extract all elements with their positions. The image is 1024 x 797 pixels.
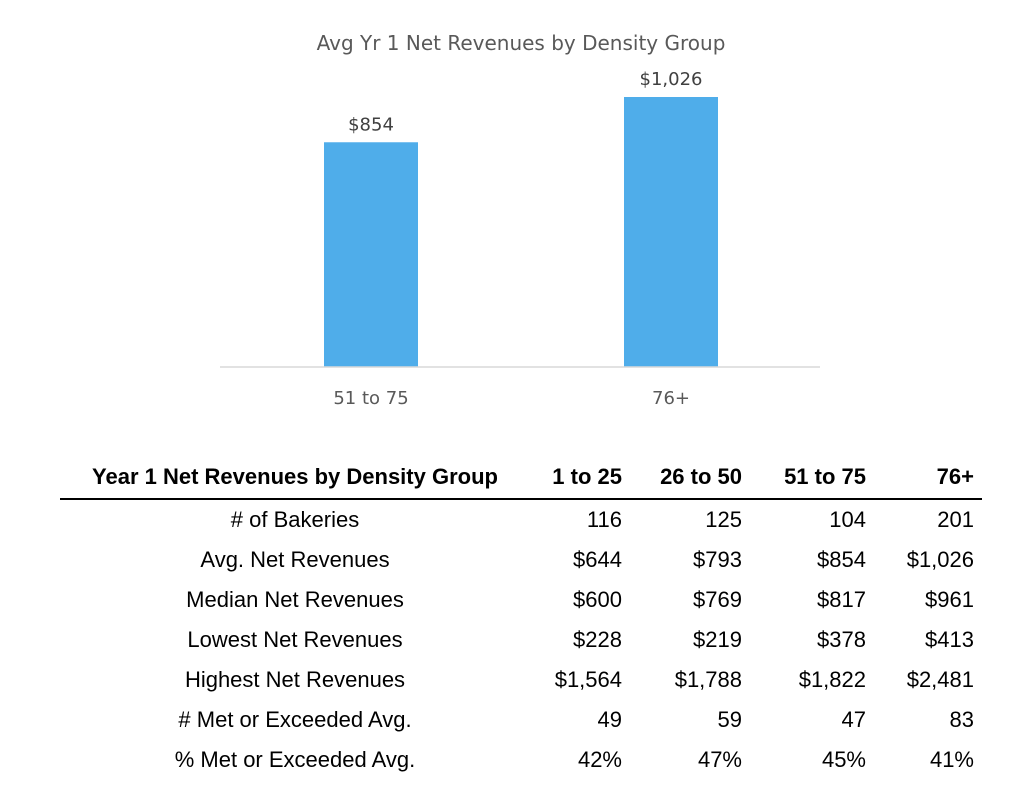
x-tick-label: 51 to 75 xyxy=(333,388,408,409)
table-cell: $961 xyxy=(925,587,974,612)
table-cell: 42% xyxy=(577,747,622,772)
table-cell: $600 xyxy=(573,587,622,612)
table-cell: 116 xyxy=(586,507,622,532)
table-cell: $1,564 xyxy=(554,667,622,692)
table-cell: 83 xyxy=(949,707,974,732)
table-cell: 201 xyxy=(937,507,974,532)
data-label: $854 xyxy=(348,114,394,135)
table-cell: 41% xyxy=(929,747,974,772)
table-cell: $854 xyxy=(817,547,866,572)
x-tick-label: 76+ xyxy=(652,388,690,409)
column-header: 76+ xyxy=(936,464,974,489)
table-cell: $219 xyxy=(693,627,742,652)
table-cell: $1,788 xyxy=(674,667,742,692)
column-header: 26 to 50 xyxy=(660,464,742,489)
table-title: Year 1 Net Revenues by Density Group xyxy=(92,464,498,489)
table-cell: $413 xyxy=(925,627,974,652)
table-cell: 49 xyxy=(597,707,622,732)
table-cell: 47 xyxy=(841,707,866,732)
column-header: 1 to 25 xyxy=(552,464,622,489)
row-label: # of Bakeries xyxy=(230,507,360,532)
row-label: Lowest Net Revenues xyxy=(187,627,403,652)
row-label: % Met or Exceeded Avg. xyxy=(174,747,416,772)
table-row: Avg. Net Revenues $644 $793 $854 $1,026 xyxy=(60,540,982,580)
table-cell: $1,026 xyxy=(906,547,974,572)
table-cell: $644 xyxy=(573,547,622,572)
table-row: # of Bakeries 116 125 104 201 xyxy=(60,499,982,540)
table-header-row: Year 1 Net Revenues by Density Group 1 t… xyxy=(60,456,982,499)
row-label: Median Net Revenues xyxy=(186,587,404,612)
chart-title: Avg Yr 1 Net Revenues by Density Group xyxy=(317,31,726,55)
row-label: Highest Net Revenues xyxy=(184,667,406,692)
table-cell: $817 xyxy=(817,587,866,612)
table-cell: 104 xyxy=(829,507,866,532)
table-cell: $769 xyxy=(693,587,742,612)
table-cell: $378 xyxy=(817,627,866,652)
table-cell: 47% xyxy=(697,747,742,772)
data-label: $1,026 xyxy=(640,69,703,90)
table-row: % Met or Exceeded Avg. 42% 47% 45% 41% xyxy=(60,740,982,780)
row-label: Avg. Net Revenues xyxy=(200,547,390,572)
table-cell: 45% xyxy=(821,747,866,772)
table-cell: $228 xyxy=(573,627,622,652)
column-header: 51 to 75 xyxy=(784,464,866,489)
table-cell: $793 xyxy=(693,547,742,572)
table-row: # Met or Exceeded Avg. 49 59 47 83 xyxy=(60,700,982,740)
table-row: Median Net Revenues $600 $769 $817 $961 xyxy=(60,580,982,620)
table-cell: 125 xyxy=(705,507,742,532)
density-group-table: Year 1 Net Revenues by Density Group 1 t… xyxy=(60,456,982,780)
bar-chart: Avg Yr 1 Net Revenues by Density Group $… xyxy=(220,31,820,409)
table-cell: $2,481 xyxy=(906,667,974,692)
bar xyxy=(324,142,418,367)
table-cell: $1,822 xyxy=(798,667,866,692)
table-row: Lowest Net Revenues $228 $219 $378 $413 xyxy=(60,620,982,660)
table-cell: 59 xyxy=(717,707,742,732)
bar xyxy=(624,97,718,367)
table-row: Highest Net Revenues $1,564 $1,788 $1,822 $2… xyxy=(60,660,982,700)
row-label: # Met or Exceeded Avg. xyxy=(178,707,412,732)
